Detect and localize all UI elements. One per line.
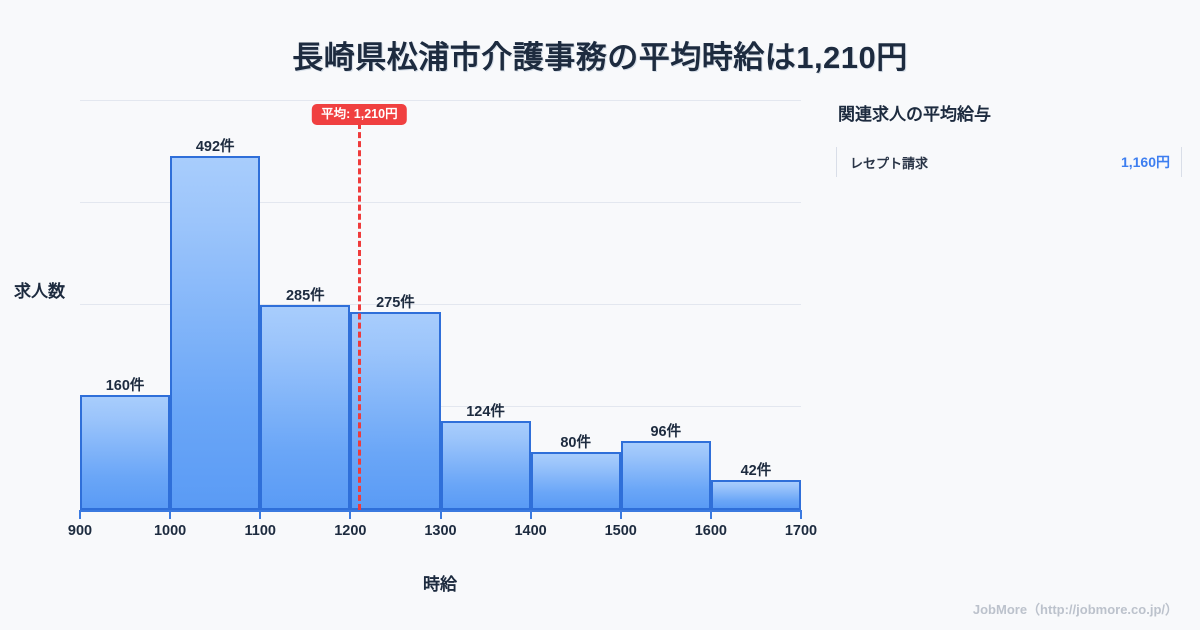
related-salary-rows: レセプト請求 1,160円 [836,147,1182,177]
x-axis-tick-label: 1300 [424,523,457,539]
average-dashed-line [358,123,362,510]
bar [80,394,171,510]
gridline [80,100,801,101]
related-salary-row-value: 1,160円 [1120,154,1170,170]
bar [350,312,441,510]
bar-value-label: 96件 [650,423,682,440]
x-axis-tick [619,510,622,519]
bar-value-label: 275件 [376,295,415,312]
x-axis-tick [349,510,352,519]
x-axis-tick [529,510,532,519]
x-axis-tick [800,510,802,519]
x-axis-tick [79,510,81,519]
x-axis-tick [709,510,712,519]
gridline [80,406,801,407]
bar-value-label: 124件 [466,403,505,420]
bar-value-label: 285件 [285,288,325,304]
bar-value-label: 42件 [740,462,772,479]
x-axis-tick-label: 900 [67,523,93,539]
x-axis-tick-label: 1000 [153,523,187,539]
plot-area: 160件 492件 285件 275件 124件 80件 96件 42件 [80,100,801,510]
x-axis-tick-label: 1400 [514,523,547,539]
bar [260,305,351,510]
x-axis-tick-label: 1700 [784,523,818,539]
x-axis-tick-label: 1200 [334,523,367,539]
related-salary-row-label: レセプト請求 [850,155,929,171]
x-axis-tick [439,510,442,519]
y-axis-label: 求人数 [14,282,65,301]
related-salary-panel: 関連求人の平均給与 レセプト請求 1,160円 [836,100,1182,177]
bar [620,440,711,510]
bar-value-label: 80件 [560,435,591,452]
x-axis-tick [169,510,172,519]
bar [710,479,801,510]
bar [440,420,531,510]
bar [170,156,261,510]
x-axis-tick-label: 1600 [694,523,727,539]
related-salary-row: レセプト請求 1,160円 [836,147,1182,177]
gridline [80,304,801,305]
average-badge: 平均: 1,210円 [312,104,407,126]
page-title: 長崎県松浦市介護事務の平均時給は1,210円 [292,40,908,75]
footer-credit: JobMore（http://jobmore.co.jp/） [972,602,1178,617]
x-axis-tick [259,510,262,519]
bar [530,452,621,510]
related-salary-title: 関連求人の平均給与 [838,105,991,124]
bar-value-label: 160件 [105,377,145,394]
gridline [80,202,801,203]
x-axis-label: 時給 [423,575,457,594]
bar-value-label: 492件 [195,139,235,156]
histogram-chart: 160件 492件 285件 275件 124件 80件 96件 42件 900 1000 110… [14,100,817,594]
x-axis-tick-label: 1500 [604,523,637,539]
x-axis-tick-label: 1100 [244,523,276,539]
